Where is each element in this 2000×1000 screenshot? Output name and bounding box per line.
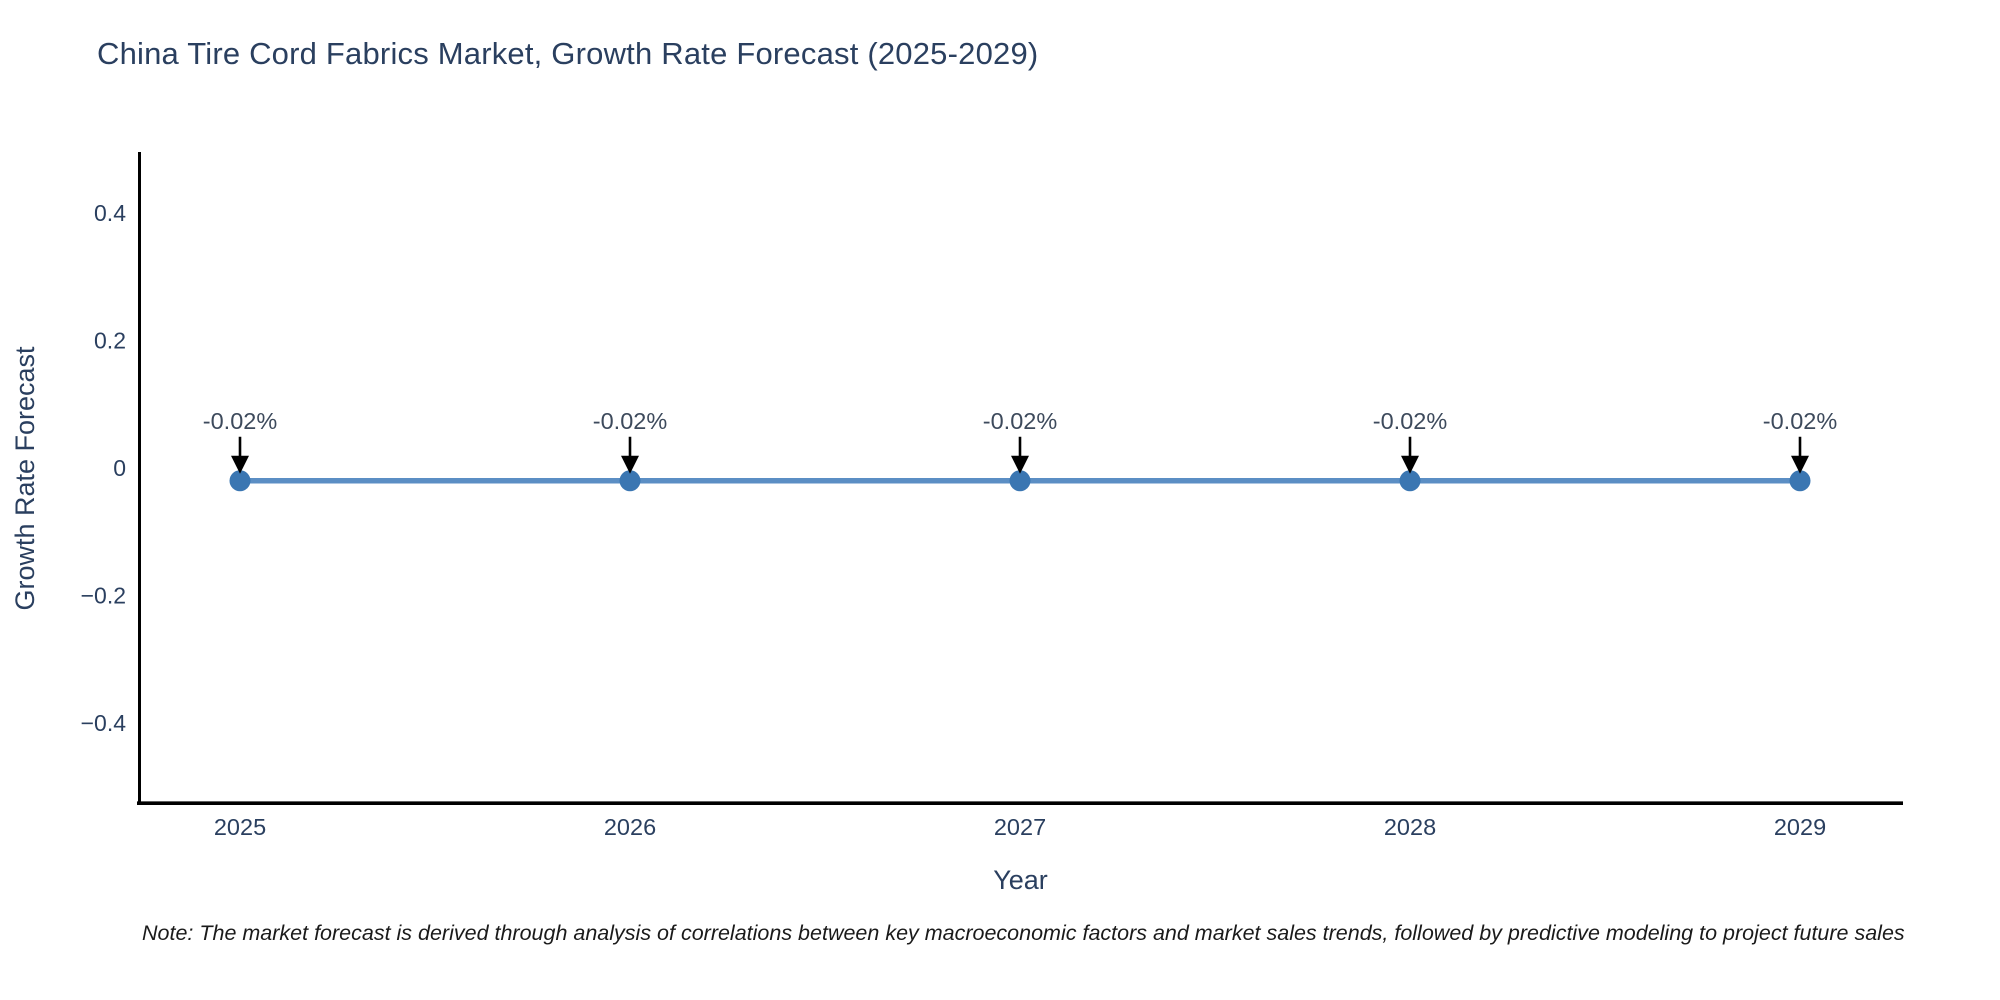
annotation-label: -0.02%: [593, 408, 668, 434]
annotation-arrowhead: [1791, 455, 1809, 474]
x-tick-label: 2029: [1774, 814, 1826, 840]
data-point-marker: [1789, 470, 1811, 492]
x-tick-label: 2027: [994, 814, 1046, 840]
annotation-label: -0.02%: [983, 408, 1058, 434]
annotation-arrowhead: [621, 455, 639, 474]
x-tick-label: 2026: [604, 814, 656, 840]
point-annotation: -0.02%: [1763, 408, 1838, 474]
y-tick-label: 0.4: [94, 200, 126, 226]
data-point-marker: [1399, 470, 1421, 492]
data-point-marker: [619, 470, 641, 492]
annotation-arrowhead: [1401, 455, 1419, 474]
x-tick-label: 2028: [1384, 814, 1436, 840]
y-tick-label: −0.2: [81, 583, 126, 609]
x-tick-label: 2025: [214, 814, 266, 840]
y-tick-label: 0.2: [94, 328, 126, 354]
point-annotation: -0.02%: [593, 408, 668, 474]
x-axis-title: Year: [993, 865, 1048, 895]
data-point-marker: [1009, 470, 1031, 492]
annotation-label: -0.02%: [1763, 408, 1838, 434]
y-tick-label: −0.4: [81, 710, 127, 736]
y-axis-title: Growth Rate Forecast: [10, 346, 40, 611]
point-annotation: -0.02%: [203, 408, 278, 474]
point-annotation: -0.02%: [1373, 408, 1448, 474]
footnote: Note: The market forecast is derived thr…: [142, 921, 1905, 945]
annotation-label: -0.02%: [203, 408, 278, 434]
y-tick-label: 0: [113, 455, 126, 481]
annotation-arrowhead: [1011, 455, 1029, 474]
data-point-marker: [229, 470, 251, 492]
annotation-label: -0.02%: [1373, 408, 1448, 434]
point-annotation: -0.02%: [983, 408, 1058, 474]
annotation-arrowhead: [231, 455, 249, 474]
chart-title: China Tire Cord Fabrics Market, Growth R…: [97, 36, 1039, 71]
